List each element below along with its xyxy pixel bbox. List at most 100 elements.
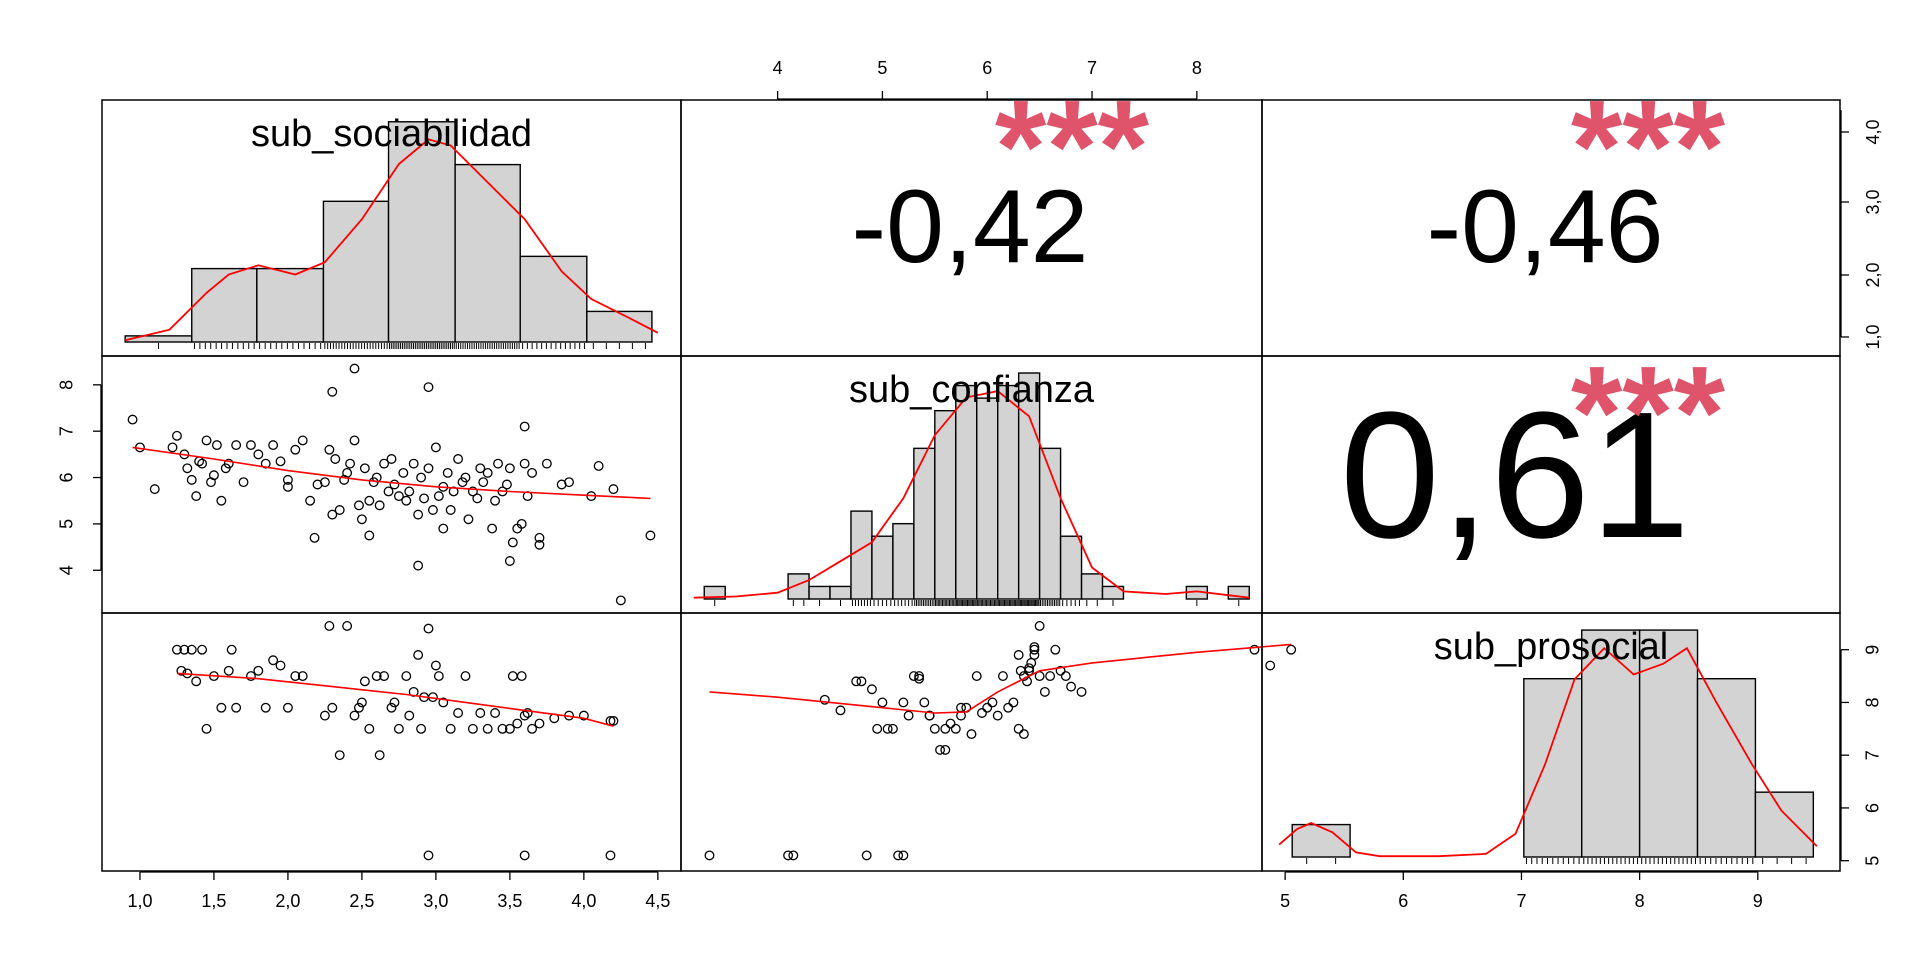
histogram-bar: [1523, 678, 1583, 858]
histogram-bar: [256, 267, 325, 343]
scatter-point: [297, 671, 308, 682]
scatter-point: [423, 623, 434, 634]
scatter-point: [413, 560, 424, 571]
density-curve: [693, 390, 1250, 599]
scatter-point: [527, 467, 538, 478]
scatter-point: [226, 644, 237, 655]
scatter-point: [197, 644, 208, 655]
scatter-point: [349, 710, 360, 721]
scatter-point: [919, 697, 930, 708]
x-tick-label: 1,5: [201, 891, 226, 911]
scatter-point: [309, 532, 320, 543]
scatter-point: [349, 363, 360, 374]
scatter-point: [507, 671, 518, 682]
scatter-point: [924, 710, 935, 721]
scatter-point: [1076, 686, 1087, 697]
scatter-point: [389, 697, 400, 708]
x-tick-label: 7: [1516, 891, 1526, 911]
scatter-point: [467, 723, 478, 734]
scatter-point: [427, 505, 438, 515]
scatter-point: [522, 708, 533, 718]
scatter-point: [438, 697, 449, 708]
scatter-point: [866, 684, 877, 695]
scatter-point: [245, 671, 256, 682]
scatter-point: [179, 644, 190, 655]
scatter-point: [324, 444, 335, 455]
scatter-point: [527, 723, 538, 734]
scatter-point: [898, 697, 909, 708]
scatter-point: [519, 421, 530, 432]
scatter-point: [334, 505, 345, 515]
scatter-point: [578, 710, 589, 721]
scatter-point: [413, 509, 424, 520]
scatter-point: [260, 702, 271, 713]
scatter-point: [487, 523, 498, 534]
histogram-bar: [808, 585, 831, 600]
scatter-point: [935, 744, 946, 755]
scatter-point: [191, 676, 202, 687]
x-tick-label: 5: [877, 58, 887, 78]
scatter-point: [482, 723, 493, 734]
scatter-point: [208, 470, 219, 481]
scatter-point: [1029, 650, 1040, 660]
y-tick-label: 4: [57, 565, 77, 575]
variable-label: sub_confianza: [849, 369, 1095, 411]
scatter-point: [275, 660, 286, 671]
scatter-point: [882, 723, 893, 734]
scatter-point: [423, 463, 434, 474]
scatter-point: [534, 718, 545, 729]
scatter-point: [475, 463, 486, 474]
scatter-point: [898, 850, 909, 861]
scatter-point: [371, 671, 382, 682]
scatter-point: [501, 479, 512, 490]
scatter-point: [1265, 660, 1276, 671]
histogram-bar: [454, 163, 521, 343]
scatter-point: [445, 505, 456, 515]
scatter-point: [330, 454, 341, 464]
scatter-point: [290, 671, 301, 682]
y-tick-label: 6: [57, 473, 77, 483]
scatter-point: [419, 493, 430, 504]
scatter-point: [497, 723, 508, 734]
scatter-point: [472, 493, 483, 504]
scatter-point: [282, 481, 293, 492]
scatter-point: [253, 449, 264, 460]
scatter-point: [253, 665, 264, 676]
scatter-point: [1029, 642, 1040, 653]
scatter-point: [176, 665, 187, 676]
panel-frame: [101, 355, 682, 614]
histogram-bar: [191, 267, 258, 343]
scatter-point: [379, 671, 390, 682]
scatter-point: [364, 723, 375, 734]
scatter-point: [216, 495, 227, 506]
histogram-bar: [850, 510, 873, 600]
scatter-point: [534, 539, 545, 550]
x-tick-label: 6: [1398, 891, 1408, 911]
scatter-point: [334, 750, 345, 761]
scatter-point: [914, 671, 925, 682]
y-tick-label: 5: [57, 519, 77, 529]
scatter-point: [404, 486, 415, 497]
scatter-point: [992, 710, 1003, 721]
scatter-point: [197, 458, 208, 469]
scatter-point: [171, 430, 182, 441]
scatter-point: [327, 702, 338, 713]
scatter-point: [1013, 650, 1024, 660]
x-tick-label: 4: [773, 58, 783, 78]
x-tick-label: 3,5: [497, 891, 522, 911]
scatter-point: [615, 595, 626, 606]
x-tick-label: 1,0: [127, 891, 152, 911]
x-tick-label: 9: [1753, 891, 1763, 911]
scatter-point: [275, 456, 286, 467]
scatter-point: [167, 442, 178, 453]
scatter-point: [1055, 665, 1066, 676]
scatter-point: [356, 697, 367, 708]
scatter-point: [442, 467, 453, 478]
scatter-point: [564, 477, 575, 488]
scatter-point: [282, 474, 293, 485]
scatter-point: [516, 671, 527, 682]
scatter-point: [482, 467, 493, 478]
x-tick-label: 7: [1087, 58, 1097, 78]
scatter-point: [1024, 663, 1035, 674]
